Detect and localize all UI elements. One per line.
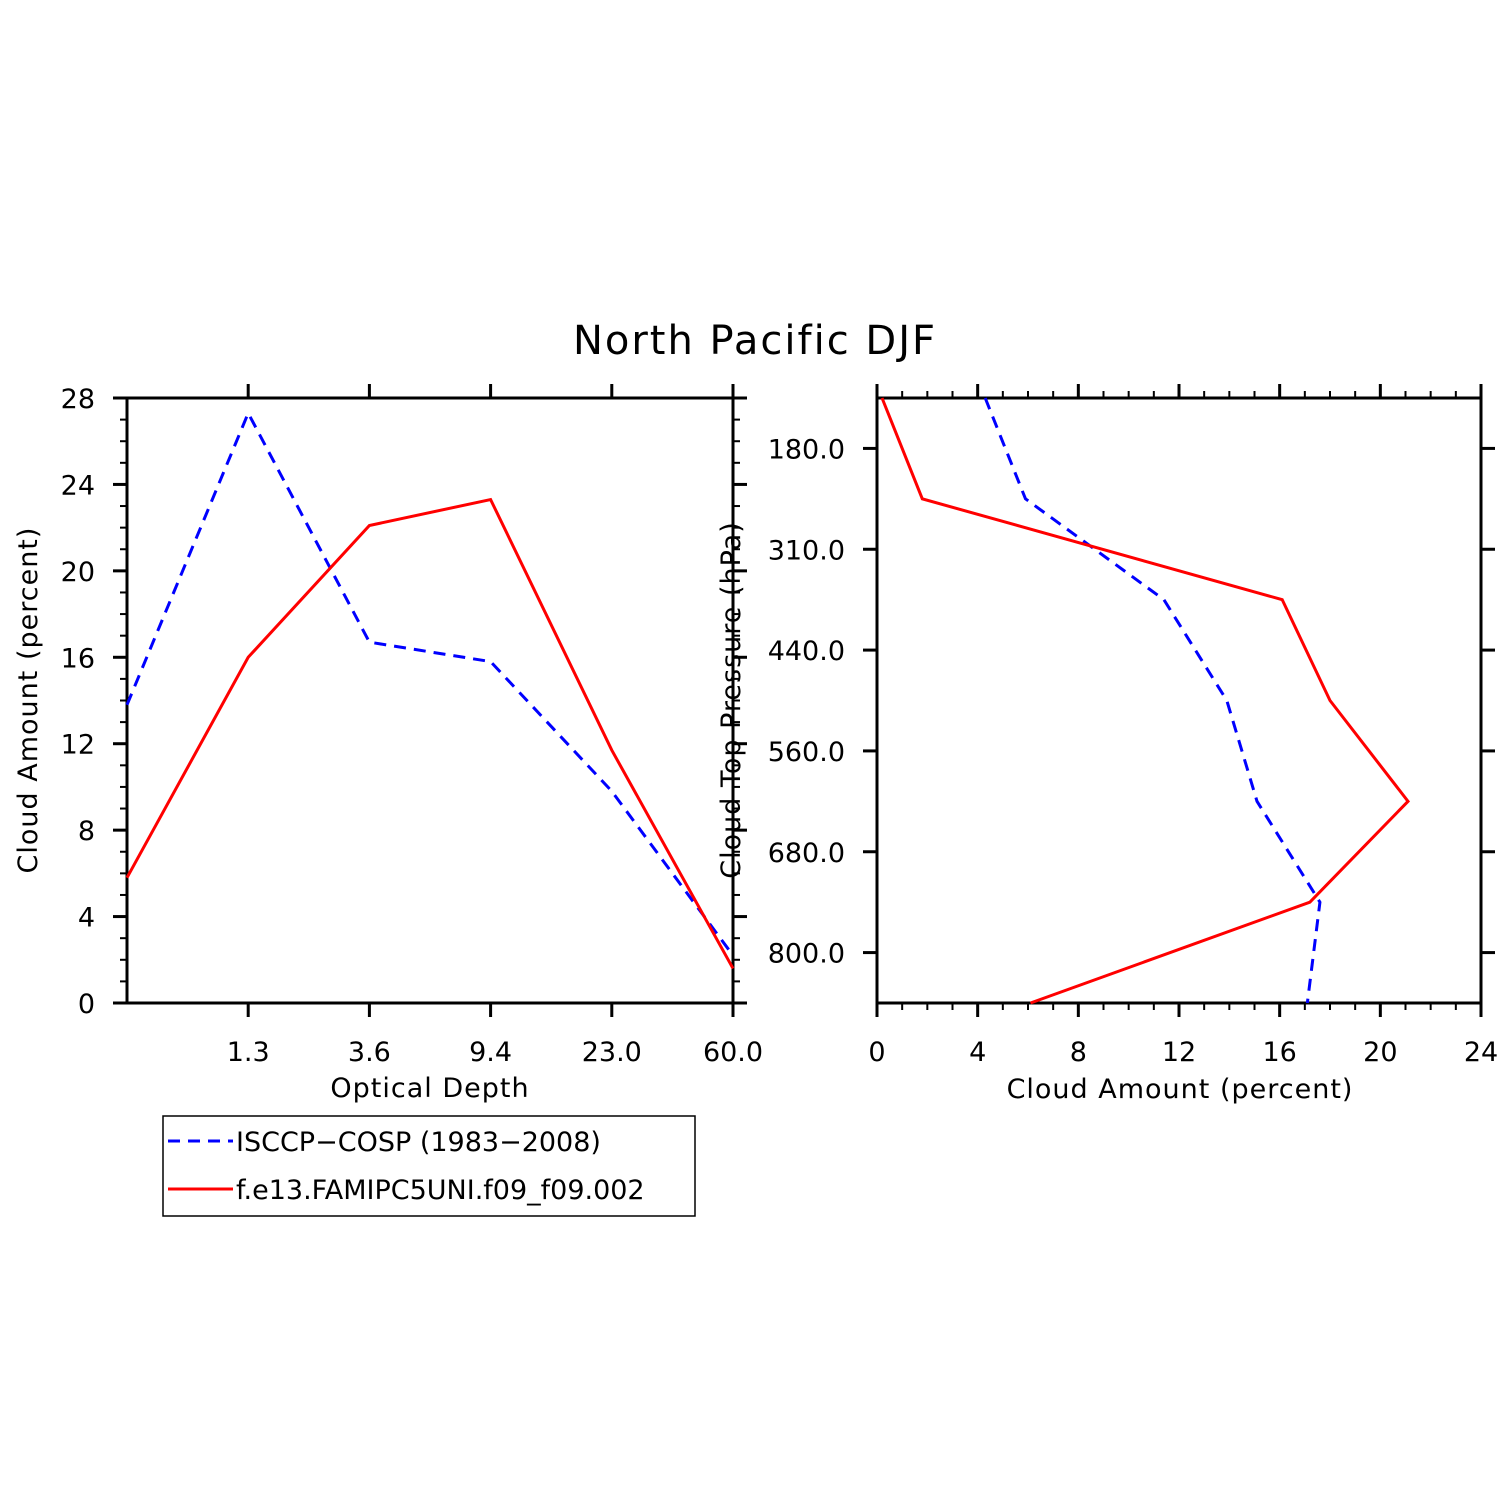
- legend-box: [162, 1115, 696, 1217]
- left-y-tick-label: 4: [78, 903, 95, 934]
- right-y-tick-label: 680.0: [768, 838, 845, 869]
- plot-frame-right: [875, 396, 1483, 1005]
- left-y-axis-label: Cloud Amount (percent): [13, 527, 44, 874]
- legend: ISCCP−COSP (1983−2008) f.e13.FAMIPC5UNI.…: [162, 1115, 696, 1217]
- figure-title: North Pacific DJF: [573, 318, 937, 364]
- left-series-model-line: [125, 497, 735, 970]
- right-x-tick-label: 12: [1162, 1037, 1196, 1068]
- right-y-tick-label: 310.0: [768, 535, 845, 566]
- right-x-tick-label: 24: [1464, 1037, 1498, 1068]
- right-y-tick-label: 180.0: [768, 434, 845, 465]
- right-y-tick-label: 800.0: [768, 939, 845, 970]
- left-y-tick-label: 16: [61, 643, 95, 674]
- right-x-axis-label: Cloud Amount (percent): [1007, 1074, 1354, 1105]
- left-y-tick-label: 28: [61, 384, 95, 415]
- right-x-tick-label: 16: [1262, 1037, 1296, 1068]
- left-x-tick-label: 9.4: [469, 1037, 512, 1068]
- left-x-tick-label: 3.6: [348, 1037, 391, 1068]
- left-y-tick-label: 0: [78, 989, 95, 1020]
- left-series-obs-line: [125, 409, 735, 957]
- plot-frame-left: [125, 396, 735, 1005]
- left-series: [125, 409, 735, 970]
- optical-depth-chart: 1.3 3.6 9.4 23.0 60.0 0 4 8 12 16 20 24 28 Optical D…: [13, 384, 763, 1104]
- right-y-tick-label: 440.0: [768, 636, 845, 667]
- left-axis-ticks: 1.3 3.6 9.4 23.0 60.0 0 4 8 12 16 20 24 28: [61, 384, 763, 1068]
- right-series: [880, 397, 1411, 1005]
- legend-label-model: f.e13.FAMIPC5UNI.f09_f09.002: [236, 1175, 645, 1206]
- right-series-model-line: [880, 397, 1411, 1005]
- right-x-tick-label: 8: [1070, 1037, 1087, 1068]
- left-x-tick-label: 23.0: [582, 1037, 642, 1068]
- right-axis-ticks: 0 4 8 12 16 20 24 180.0 310.0 440.0 560.0 680.0 800.…: [768, 384, 1498, 1068]
- left-y-tick-label: 12: [61, 730, 95, 761]
- left-x-axis-label: Optical Depth: [330, 1073, 529, 1104]
- right-y-axis-label: Cloud Top Pressure (hPa): [716, 521, 747, 879]
- legend-label-obs: ISCCP−COSP (1983−2008): [236, 1127, 601, 1158]
- left-y-tick-label: 24: [61, 470, 95, 501]
- right-x-tick-label: 0: [868, 1037, 885, 1068]
- left-y-tick-label: 20: [61, 557, 95, 588]
- right-series-obs-line: [983, 397, 1322, 1004]
- left-x-tick-label: 1.3: [227, 1037, 270, 1068]
- left-y-tick-label: 8: [78, 816, 95, 847]
- left-x-tick-label: 60.0: [703, 1037, 763, 1068]
- pressure-profile-chart: 0 4 8 12 16 20 24 180.0 310.0 440.0 560.0 680.0 800.…: [716, 384, 1498, 1105]
- right-x-tick-label: 20: [1363, 1037, 1397, 1068]
- right-x-tick-label: 4: [969, 1037, 986, 1068]
- right-y-tick-label: 560.0: [768, 737, 845, 768]
